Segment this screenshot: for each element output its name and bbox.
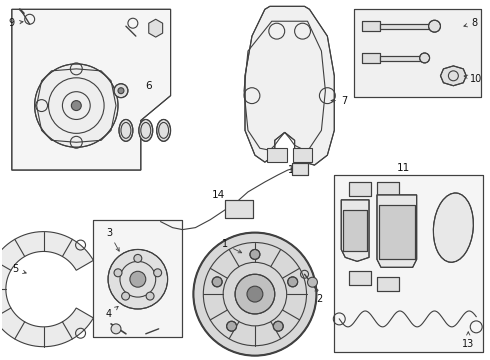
Circle shape	[288, 277, 297, 287]
Bar	[334, 175, 483, 352]
Bar	[377, 182, 399, 196]
Circle shape	[35, 64, 118, 147]
Text: 4: 4	[106, 306, 118, 319]
Bar	[354, 9, 481, 96]
Polygon shape	[245, 6, 334, 165]
Circle shape	[118, 88, 124, 94]
Bar	[380, 24, 435, 29]
Bar	[380, 56, 425, 61]
Bar	[362, 53, 380, 63]
Circle shape	[194, 233, 317, 356]
Bar	[362, 53, 380, 63]
Polygon shape	[0, 231, 94, 347]
Bar	[292, 163, 308, 175]
Polygon shape	[12, 9, 171, 170]
Text: 10: 10	[464, 74, 482, 84]
Circle shape	[111, 324, 121, 334]
Bar	[349, 182, 371, 196]
Text: 12: 12	[289, 165, 301, 175]
Bar	[377, 182, 399, 196]
Polygon shape	[441, 66, 466, 86]
Circle shape	[227, 321, 237, 331]
Circle shape	[114, 269, 122, 277]
Bar	[225, 200, 253, 218]
Circle shape	[247, 286, 263, 302]
Circle shape	[108, 249, 168, 309]
Text: 2: 2	[315, 288, 322, 304]
Bar	[93, 220, 182, 337]
Text: 8: 8	[464, 18, 477, 28]
Bar	[377, 277, 399, 291]
Circle shape	[419, 53, 430, 63]
Circle shape	[154, 269, 162, 277]
Bar	[267, 148, 287, 162]
Circle shape	[212, 277, 222, 287]
Text: 6: 6	[146, 81, 152, 91]
Text: 7: 7	[331, 96, 347, 105]
Circle shape	[235, 274, 275, 314]
Bar	[93, 220, 182, 337]
Circle shape	[308, 277, 318, 287]
Text: 9: 9	[9, 18, 23, 28]
Circle shape	[130, 271, 146, 287]
Polygon shape	[377, 195, 416, 267]
Polygon shape	[341, 200, 369, 261]
Ellipse shape	[139, 120, 153, 141]
Bar	[293, 148, 313, 162]
Circle shape	[134, 255, 142, 262]
Bar	[380, 56, 425, 61]
Text: 13: 13	[462, 332, 474, 349]
Ellipse shape	[157, 120, 171, 141]
Circle shape	[273, 321, 283, 331]
Bar	[292, 163, 308, 175]
Bar	[362, 21, 380, 31]
Ellipse shape	[433, 193, 473, 262]
Circle shape	[146, 292, 154, 300]
Polygon shape	[149, 19, 163, 37]
Bar	[379, 205, 415, 260]
Text: 14: 14	[212, 190, 225, 200]
Text: 11: 11	[397, 163, 411, 173]
Circle shape	[122, 292, 129, 300]
Circle shape	[250, 249, 260, 260]
Circle shape	[429, 20, 441, 32]
Bar	[362, 21, 380, 31]
Bar	[343, 210, 367, 251]
Bar	[380, 24, 435, 29]
Bar	[349, 271, 371, 285]
Text: 5: 5	[13, 264, 26, 274]
Bar	[225, 200, 253, 218]
Bar	[349, 182, 371, 196]
Bar	[377, 277, 399, 291]
Circle shape	[114, 84, 128, 98]
Bar	[349, 271, 371, 285]
Bar	[354, 9, 481, 96]
Text: 1: 1	[222, 239, 242, 253]
Ellipse shape	[119, 120, 133, 141]
Text: 3: 3	[106, 228, 119, 251]
Bar	[379, 205, 415, 260]
Circle shape	[72, 100, 81, 111]
Bar	[343, 210, 367, 251]
Bar	[334, 175, 483, 352]
